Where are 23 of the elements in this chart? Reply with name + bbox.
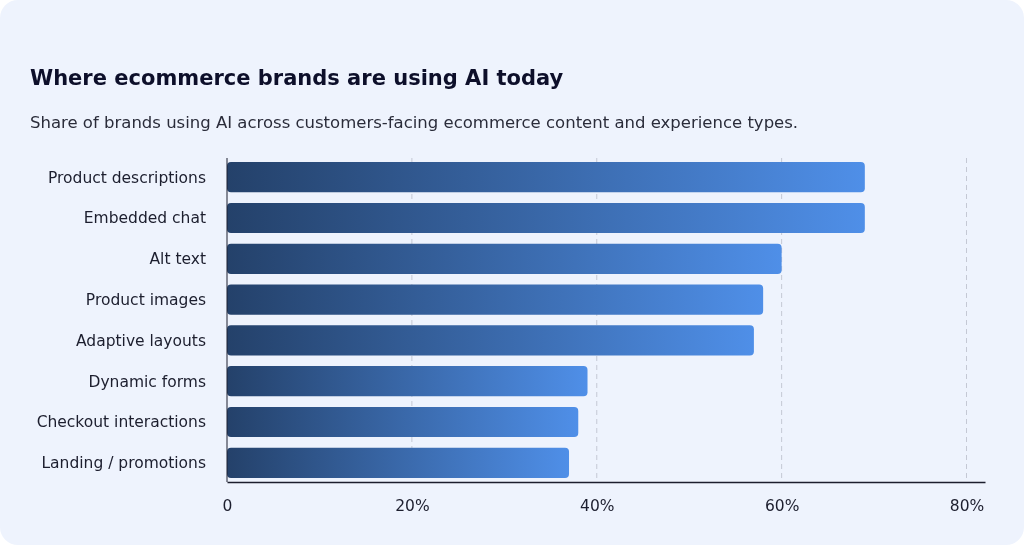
y-tick-label: Product descriptions	[47, 168, 206, 187]
y-tick-label: Adaptive layouts	[76, 331, 206, 350]
bar	[227, 447, 570, 478]
x-tick-label: 40%	[580, 497, 615, 516]
chart-subtitle: Share of brands using AI across customers-facing ecommerce content and experience types.	[30, 113, 799, 132]
y-tick-label: Dynamic forms	[88, 372, 206, 391]
x-tick-label: 0	[222, 497, 233, 516]
x-tick-label: 60%	[764, 497, 800, 516]
x-tick-label: 20%	[395, 497, 430, 516]
bar	[227, 284, 764, 315]
y-tick-label: Alt text	[149, 250, 206, 269]
bar	[227, 243, 782, 274]
bar	[227, 325, 754, 356]
bar	[227, 162, 865, 193]
y-tick-label: Product images	[85, 291, 206, 310]
x-tick-label: 80%	[949, 497, 985, 516]
chart-title: Where ecommerce brands are using AI today	[30, 66, 564, 90]
bar	[227, 202, 865, 234]
y-tick-label: Landing / promotions	[41, 454, 206, 473]
bar	[227, 366, 588, 397]
y-tick-label: Checkout interactions	[36, 413, 206, 432]
bar	[227, 406, 579, 438]
y-tick-label: Embedded chat	[83, 209, 206, 228]
